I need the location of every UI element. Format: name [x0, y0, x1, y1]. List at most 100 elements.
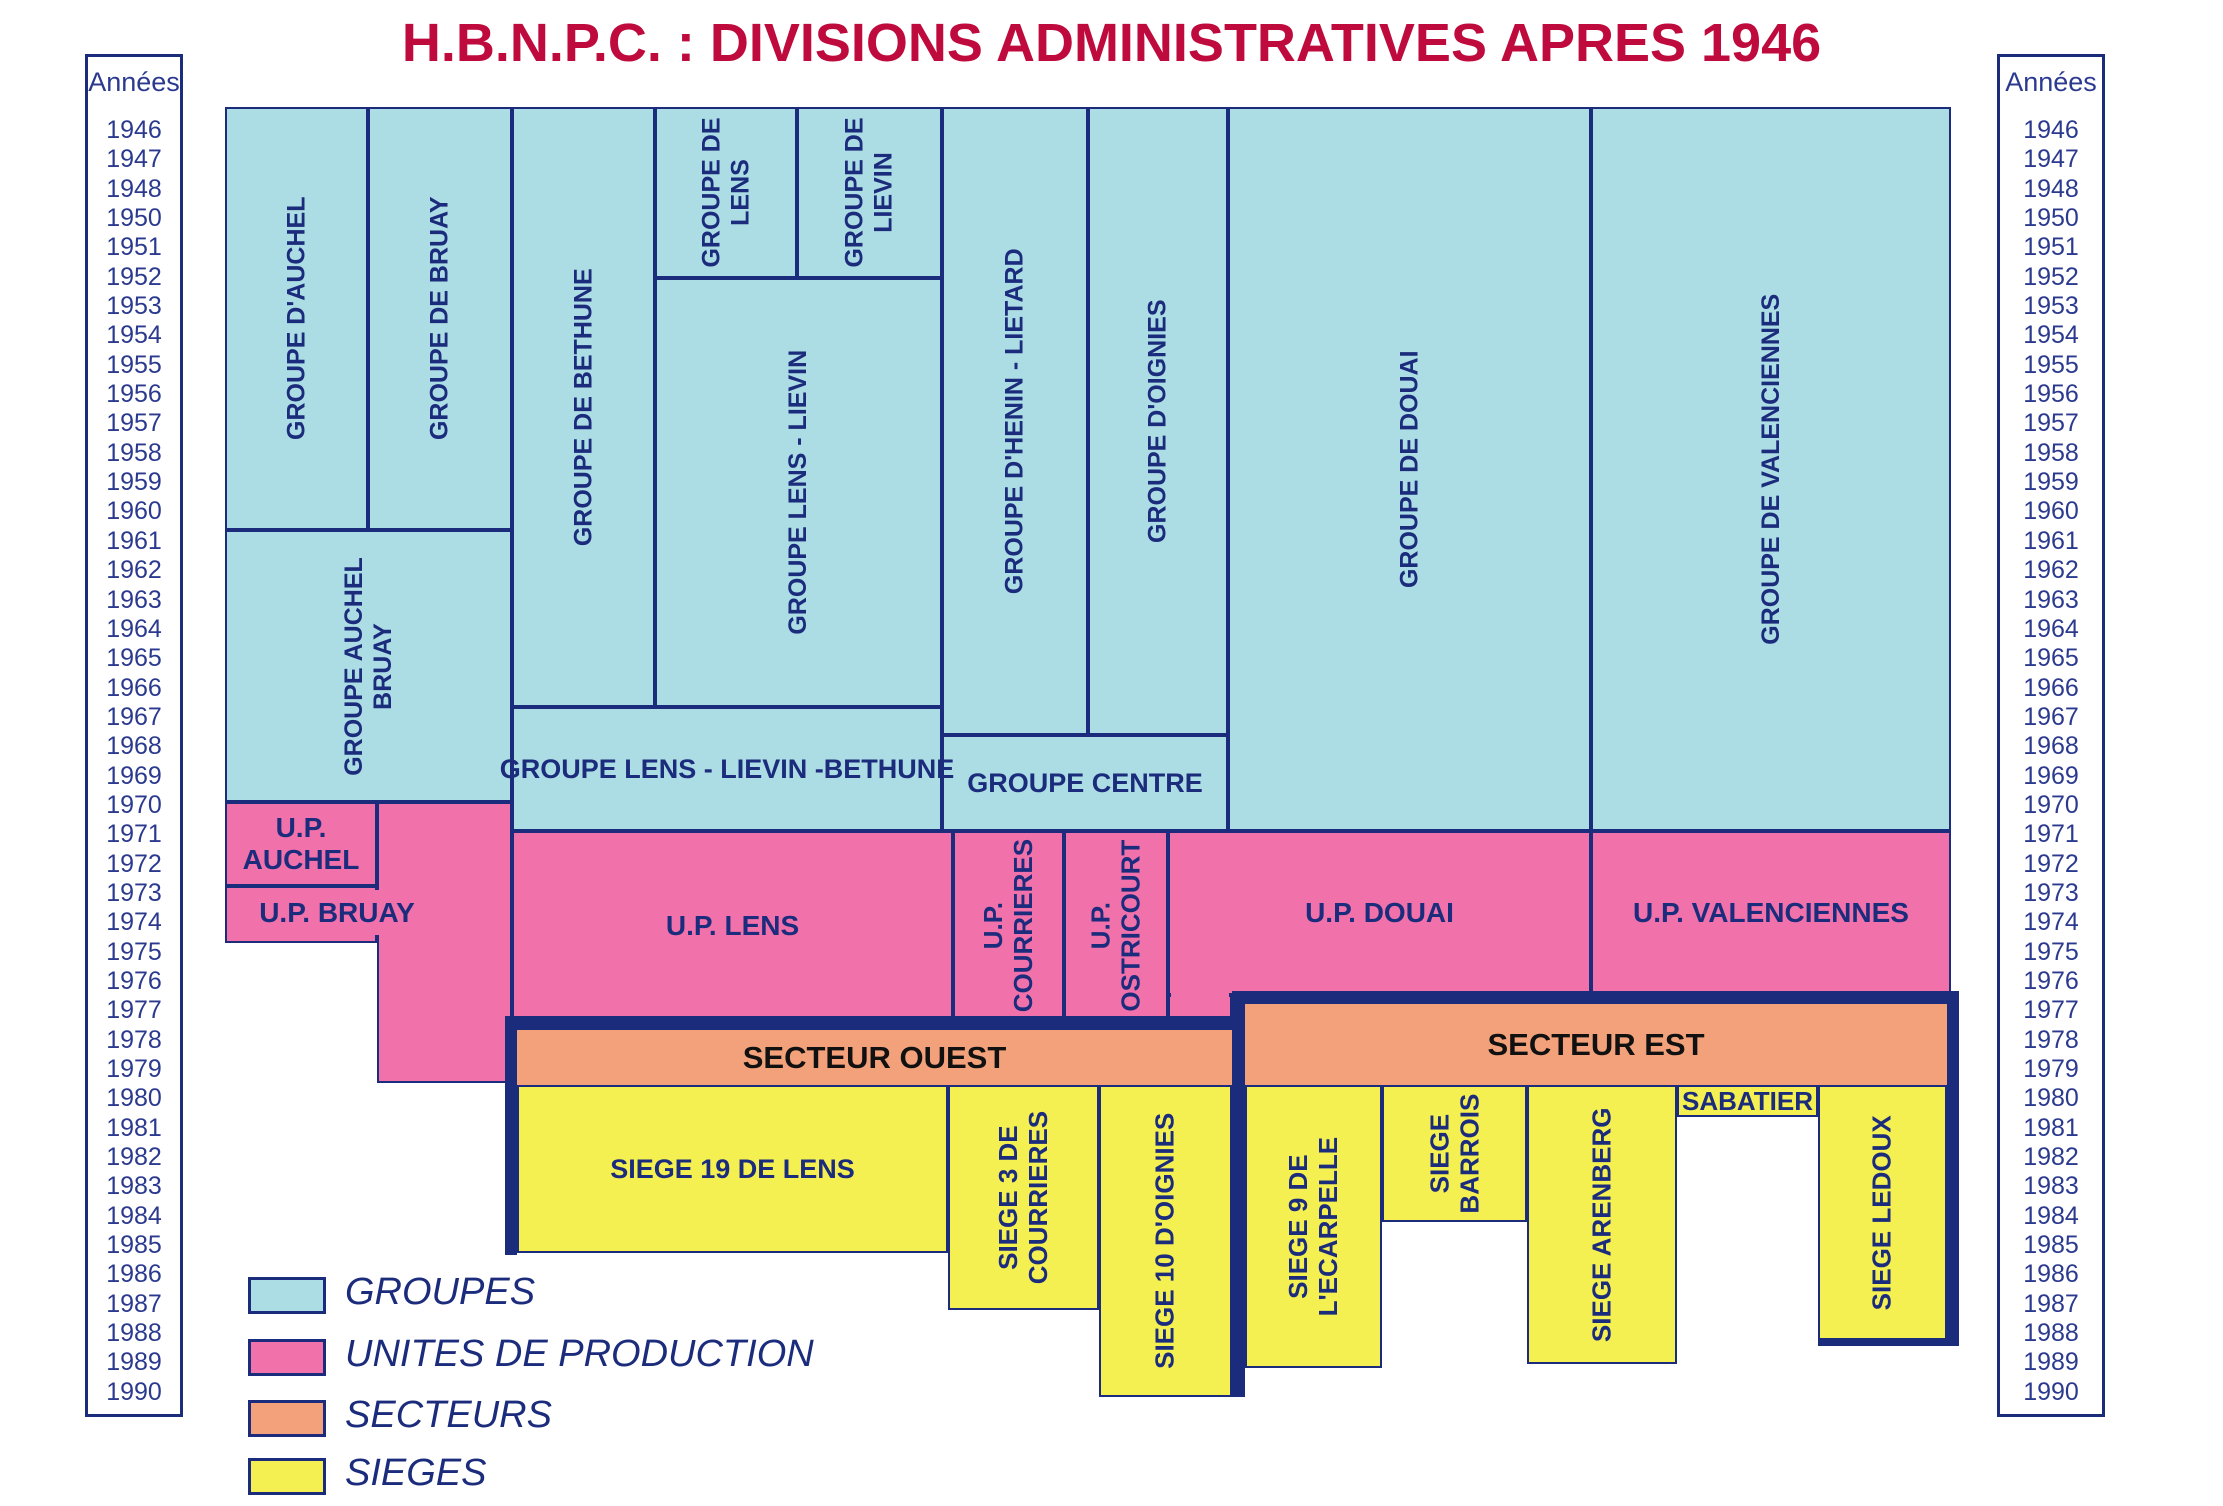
year-label: 1987	[2023, 1289, 2079, 1318]
year-label: 1974	[2023, 908, 2079, 937]
year-label: 1952	[2023, 262, 2079, 291]
block-secteur-ouest: SECTEUR OUEST	[517, 1030, 1232, 1085]
block-siege-arenberg-label: SIEGE ARENBERG	[1586, 1107, 1617, 1342]
block-secteur-est: SECTEUR EST	[1245, 1004, 1947, 1085]
block-up-bruay-label-wrap: U.P. BRUAY	[237, 893, 437, 933]
year-label: 1980	[106, 1084, 162, 1113]
block-groupe-henin-lietard-label: GROUPE D'HENIN - LIETARD	[1000, 248, 1029, 594]
year-label: 1990	[2023, 1377, 2079, 1406]
block-groupe-valenciennes-label: GROUPE DE VALENCIENNES	[1756, 293, 1785, 645]
year-label: 1965	[106, 644, 162, 673]
block-groupe-lens-lievin-bethune-label: GROUPE LENS - LIEVIN -BETHUNE	[499, 753, 955, 784]
year-label: 1959	[2023, 468, 2079, 497]
year-label: 1971	[106, 820, 162, 849]
block-groupe-oignies-label: GROUPE D'OIGNIES	[1143, 299, 1172, 543]
block-siege-10-oignies-label: SIEGE 10 D'OIGNIES	[1149, 1112, 1180, 1370]
year-label: 1986	[2023, 1260, 2079, 1289]
year-label: 1958	[106, 438, 162, 467]
legend-swatch-groupes	[248, 1277, 326, 1314]
legend-label-unites: UNITES DE PRODUCTION	[345, 1333, 814, 1375]
block-groupe-bruay-label: GROUPE DE BRUAY	[425, 196, 454, 441]
block-up-bruay-label: U.P. BRUAY	[259, 897, 415, 929]
block-secteur-est-label: SECTEUR EST	[1487, 1026, 1705, 1062]
block-groupe-valenciennes: GROUPE DE VALENCIENNES	[1591, 107, 1951, 831]
year-label: 1976	[2023, 966, 2079, 995]
year-label: 1961	[106, 526, 162, 555]
block-groupe-bruay: GROUPE DE BRUAY	[368, 107, 512, 530]
year-label: 1963	[106, 585, 162, 614]
block-groupe-lievin-label: GROUPE DE LIEVIN	[841, 117, 898, 268]
block-up-lens-label: U.P. LENS	[665, 909, 800, 941]
year-label: 1956	[106, 380, 162, 409]
year-label: 1978	[106, 1025, 162, 1054]
year-label: 1981	[2023, 1113, 2079, 1142]
year-label: 1955	[2023, 350, 2079, 379]
legend-swatch-sieges	[248, 1458, 326, 1495]
block-groupe-douai: GROUPE DE DOUAI	[1228, 107, 1591, 831]
year-label: 1955	[106, 350, 162, 379]
year-label: 1957	[106, 409, 162, 438]
year-label: 1984	[106, 1201, 162, 1230]
years-header-right: Années	[2005, 67, 2097, 97]
year-label: 1946	[106, 116, 162, 144]
year-label: 1977	[106, 996, 162, 1025]
year-label: 1970	[2023, 790, 2079, 819]
block-groupe-auchel-bruay-label: GROUPE AUCHEL BRUAY	[340, 556, 397, 776]
year-label: 1957	[2023, 409, 2079, 438]
block-siege-19-lens-label: SIEGE 19 DE LENS	[610, 1153, 855, 1184]
year-label: 1950	[2023, 204, 2079, 233]
year-label: 1983	[2023, 1172, 2079, 1201]
year-label: 1988	[2023, 1319, 2079, 1348]
year-label: 1982	[2023, 1143, 2079, 1172]
year-label: 1973	[2023, 878, 2079, 907]
siege-ledoux-bottom-border	[1818, 1338, 1959, 1346]
block-siege-3-courrieres: SIEGE 3 DE COURRIERES	[948, 1085, 1099, 1310]
up-bruay-join-patch	[373, 890, 381, 935]
block-groupe-auchel-label: GROUPE D'AUCHEL	[282, 196, 311, 441]
legend-swatch-unites	[248, 1339, 326, 1376]
block-up-lens: U.P. LENS	[512, 831, 953, 1020]
years-header-left: Années	[88, 67, 180, 97]
year-label: 1951	[2023, 233, 2079, 262]
year-label: 1975	[106, 937, 162, 966]
block-groupe-lens-lievin: GROUPE LENS - LIEVIN	[655, 278, 942, 707]
block-groupe-lens-lievin-label: GROUPE LENS - LIEVIN	[784, 350, 813, 635]
block-siege-10-oignies: SIEGE 10 D'OIGNIES	[1099, 1085, 1232, 1397]
year-label: 1958	[2023, 438, 2079, 467]
block-siege-19-lens: SIEGE 19 DE LENS	[517, 1085, 948, 1253]
year-label: 1974	[106, 908, 162, 937]
year-label: 1953	[106, 292, 162, 321]
year-label: 1972	[2023, 849, 2079, 878]
secteur-ouest-top-border	[505, 1016, 1245, 1030]
year-label: 1980	[2023, 1084, 2079, 1113]
block-siege-sabatier-label: SABATIER	[1682, 1086, 1813, 1116]
block-groupe-douai-label: GROUPE DE DOUAI	[1395, 350, 1424, 588]
legend-label-secteurs: SECTEURS	[345, 1394, 552, 1436]
block-up-valenciennes-label: U.P. VALENCIENNES	[1633, 897, 1909, 929]
block-siege-barrois-label: SIEGE BARROIS	[1423, 1093, 1484, 1214]
block-groupe-oignies: GROUPE D'OIGNIES	[1088, 107, 1228, 735]
year-label: 1986	[106, 1260, 162, 1289]
year-label: 1989	[106, 1348, 162, 1377]
legend-label-groupes: GROUPES	[345, 1271, 536, 1313]
year-label: 1965	[2023, 644, 2079, 673]
block-groupe-centre: GROUPE CENTRE	[942, 735, 1228, 831]
years-panel-right: Années 1946 1947 1948 1950 1951 1952 1953 1954 1…	[1997, 54, 2105, 1417]
year-label: 1977	[2023, 996, 2079, 1025]
year-label: 1985	[2023, 1231, 2079, 1260]
year-label: 1954	[106, 321, 162, 350]
year-label: 1982	[106, 1143, 162, 1172]
year-label: 1960	[2023, 497, 2079, 526]
year-label: 1983	[106, 1172, 162, 1201]
year-label: 1976	[106, 966, 162, 995]
legend-swatch-secteurs	[248, 1400, 326, 1437]
year-label: 1969	[2023, 761, 2079, 790]
block-up-valenciennes: U.P. VALENCIENNES	[1591, 831, 1951, 995]
year-label: 1972	[106, 849, 162, 878]
block-groupe-bethune-label: GROUPE DE BETHUNE	[569, 268, 598, 546]
block-siege-arenberg: SIEGE ARENBERG	[1527, 1085, 1677, 1364]
year-label: 1967	[106, 702, 162, 731]
year-label: 1964	[2023, 614, 2079, 643]
up-douai-join-patch	[1171, 992, 1229, 998]
